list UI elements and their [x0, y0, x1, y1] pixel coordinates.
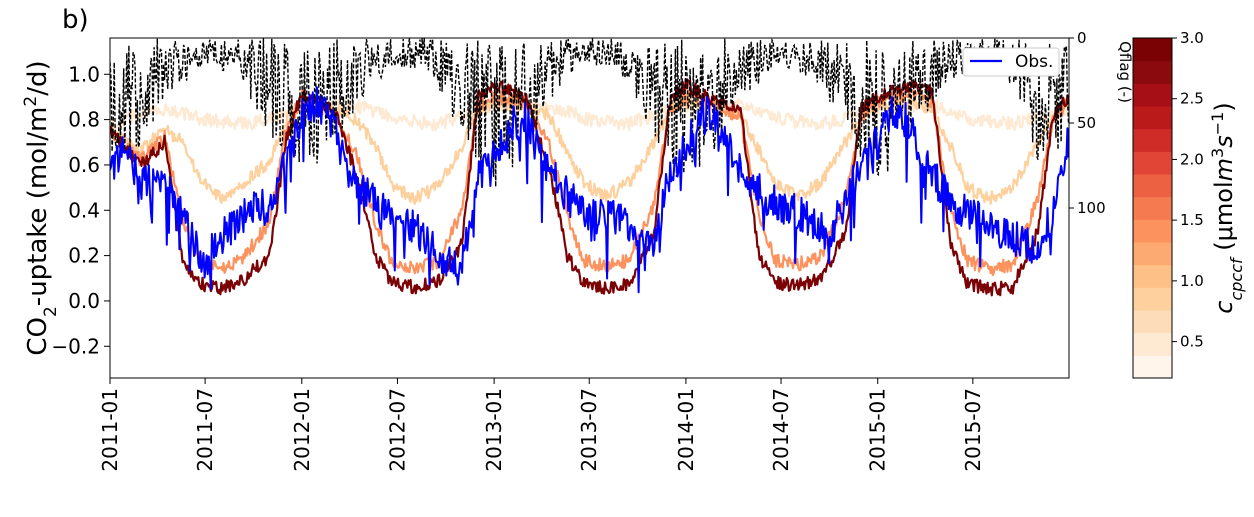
x-tick-label: 2013-01: [482, 388, 506, 472]
y-tick-label: 0.4: [68, 198, 100, 222]
colorbar-frame: [1132, 37, 1173, 379]
colorbar-tick-label: 3.0: [1180, 29, 1204, 47]
legend-label: Obs.: [1015, 52, 1053, 72]
colorbar-segment: [1133, 128, 1172, 152]
observed-series-line: [110, 86, 1069, 294]
x-axis: 2011-01 2011-07 2012-01 2012-07 2013-01 2013-…: [98, 378, 985, 472]
secondary-y-axis-title: Qflag (-): [1116, 41, 1134, 103]
legend: Obs.: [962, 47, 1060, 77]
x-tick-label: 2012-01: [290, 388, 314, 472]
observed-series: [110, 86, 1069, 294]
y-tick-label: 0.2: [68, 244, 100, 268]
colorbar-segment: [1133, 264, 1172, 288]
x-tick-label: 2011-01: [98, 388, 122, 472]
model-series-line: [110, 78, 1069, 297]
x-tick-label: 2015-07: [961, 388, 985, 472]
x-tick-label: 2014-07: [769, 388, 793, 472]
qflag-series: [110, 38, 1069, 187]
x-tick-label: 2012-07: [385, 388, 409, 472]
colorbar-segment: [1133, 196, 1172, 220]
x-tick-label: 2015-01: [866, 388, 890, 472]
y-tick-label: 0.8: [68, 108, 100, 132]
plot-area: [109, 37, 1070, 379]
colorbar-tick-label: 1.0: [1180, 272, 1204, 290]
colorbar-axis: 0.5 1.0 1.5 2.0 2.5 3.0: [1172, 29, 1204, 351]
colorbar-segment: [1133, 38, 1172, 62]
panel-label: b): [62, 5, 89, 35]
colorbar-segment: [1133, 151, 1172, 175]
y2-tick-label: 100: [1077, 199, 1106, 217]
y-tick-label: 1.0: [68, 62, 100, 86]
colorbar: [1132, 37, 1173, 379]
x-tick-label: 2013-07: [577, 388, 601, 472]
colorbar-tick-label: 0.5: [1180, 333, 1204, 351]
colorbar-title: ccpccf (μmolm3s−1): [1208, 102, 1246, 313]
colorbar-tick-label: 2.0: [1180, 150, 1204, 168]
colorbar-segment: [1133, 287, 1172, 311]
x-tick-label: 2014-01: [674, 388, 698, 472]
y2-tick-label: 50: [1077, 114, 1096, 132]
colorbar-segment: [1133, 242, 1172, 266]
colorbar-segment: [1133, 332, 1172, 356]
colorbar-segment: [1133, 83, 1172, 107]
x-tick-label: 2011-07: [193, 388, 217, 472]
colorbar-segment: [1133, 219, 1172, 243]
colorbar-segment: [1133, 355, 1172, 379]
colorbar-segment: [1133, 106, 1172, 130]
secondary-y-axis: 0 50 100: [1069, 29, 1106, 217]
y-tick-label: 0.6: [68, 153, 100, 177]
y-tick-label: −0.2: [51, 334, 100, 358]
y-axis-title: CO2-uptake (mol/m2/d): [21, 60, 61, 355]
y-axis: −0.2 0.0 0.2 0.4 0.6 0.8 1.0: [51, 62, 110, 358]
y-tick-label: 0.0: [68, 289, 100, 313]
colorbar-segment: [1133, 174, 1172, 198]
colorbar-tick-label: 1.5: [1180, 211, 1204, 229]
colorbar-segment: [1133, 60, 1172, 84]
colorbar-tick-label: 2.5: [1180, 90, 1204, 108]
qflag-line: [110, 38, 1069, 187]
y2-tick-label: 0: [1077, 29, 1087, 47]
legend-box: [962, 47, 1060, 77]
colorbar-segment: [1133, 310, 1172, 334]
